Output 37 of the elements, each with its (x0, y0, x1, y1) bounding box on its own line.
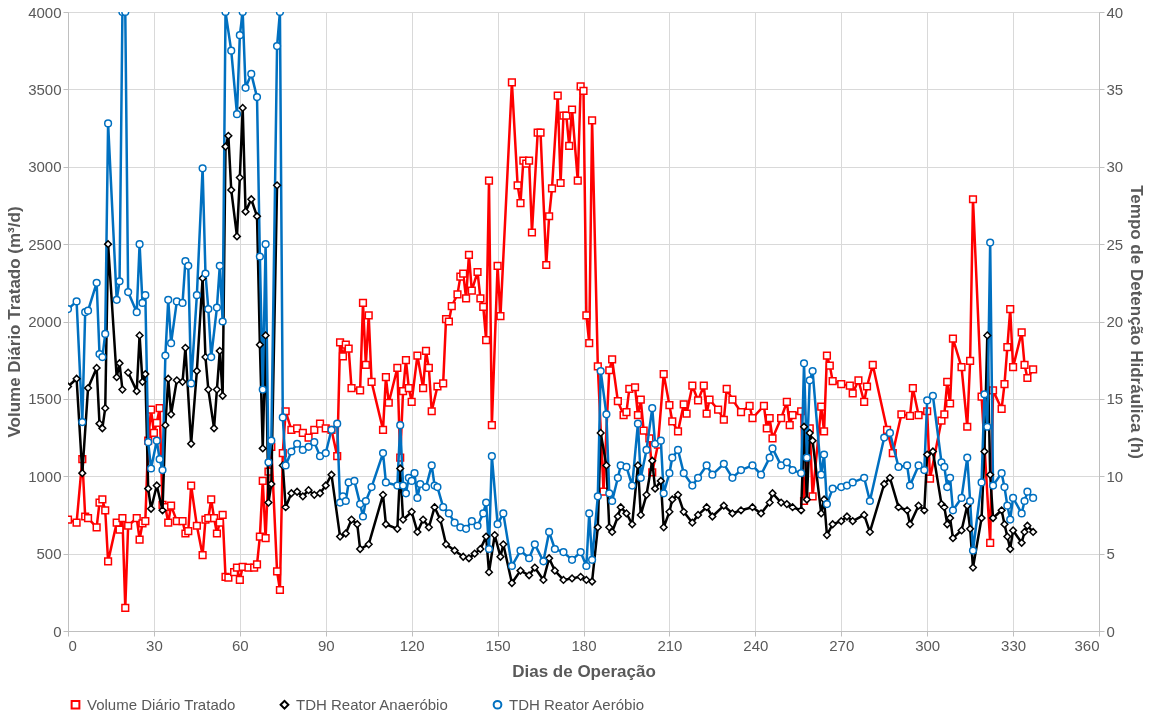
y2-tick-label: 5 (1106, 545, 1115, 563)
y2-tick-label: 25 (1106, 235, 1124, 253)
x-tick-label: 210 (657, 636, 683, 654)
x-tick-label: 90 (317, 636, 335, 654)
y-tick-label: 1500 (28, 390, 62, 408)
x-tick-label: 300 (915, 636, 941, 654)
y2-tick-label: 15 (1106, 390, 1124, 408)
y-tick-label: 2000 (28, 313, 62, 330)
y-tick-label: 500 (36, 545, 62, 563)
x-tick-label: 360 (1074, 636, 1100, 654)
y-tick-label: 4000 (28, 3, 62, 21)
x-tick-label: 240 (743, 636, 769, 654)
y-tick-label: 3500 (28, 80, 62, 98)
x-tick-label: 0 (68, 636, 77, 654)
y2-tick-label: 10 (1106, 467, 1124, 485)
x-tick-label: 330 (1001, 636, 1027, 654)
y-axis-title: Volume Diário Tratado (m³/d) (5, 206, 25, 438)
x-tick-label: 180 (571, 636, 597, 654)
y-tick-label: 2500 (28, 235, 62, 253)
y2-tick-label: 35 (1106, 80, 1124, 98)
x-tick-label: 150 (485, 636, 511, 654)
x-tick-label: 120 (399, 636, 425, 654)
y-tick-label: 3000 (28, 158, 62, 176)
x-tick-label: 30 (146, 636, 163, 654)
legend-label: TDH Reator Aeróbio (509, 695, 645, 713)
y-tick-label: 0 (53, 622, 62, 640)
legend-label: TDH Reator Anaeróbio (296, 695, 448, 713)
y2-tick-label: 20 (1106, 313, 1124, 330)
y2-tick-label: 0 (1106, 622, 1115, 640)
x-tick-label: 60 (231, 636, 249, 654)
y2-tick-label: 40 (1106, 3, 1124, 21)
x-axis-title: Dias de Operação (512, 661, 656, 681)
x-tick-label: 270 (829, 636, 855, 654)
y2-axis-title: Tempo de Detenção Hidráulica (h) (1127, 185, 1147, 459)
y-tick-label: 1000 (28, 467, 62, 485)
legend-label: Volume Diário Tratado (87, 695, 236, 713)
y2-tick-label: 30 (1106, 158, 1124, 176)
